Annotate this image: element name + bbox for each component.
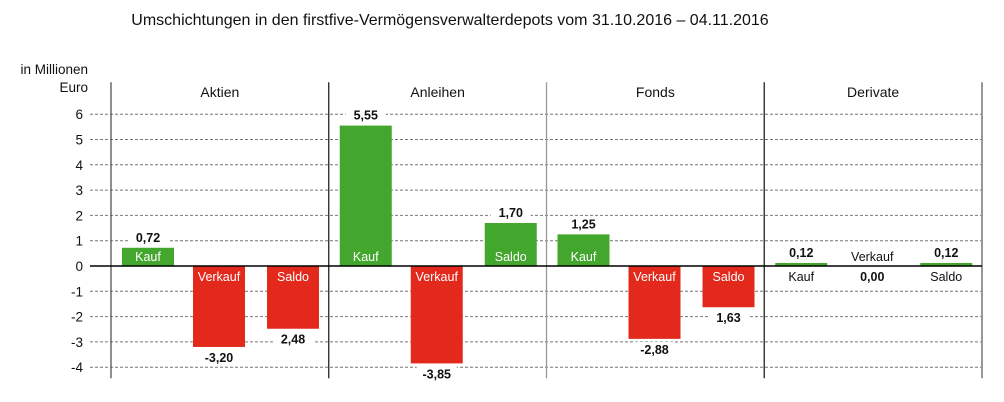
bar-category-label: Kauf	[788, 270, 814, 284]
bar-category-label: Saldo	[713, 270, 745, 284]
value-label-background	[128, 229, 168, 245]
value-label-background	[416, 366, 457, 382]
value-label-background	[273, 331, 313, 347]
bar-value-label: -3,85	[423, 367, 452, 381]
value-label-background	[852, 269, 893, 284]
y-axis-label-line-1: in Millionen	[20, 62, 88, 77]
bar-value-label: 5,55	[354, 109, 378, 123]
data-labels: Aktien Kauf 0,72 Verkauf -3,20 Saldo 2,48 Anlei…	[90, 84, 982, 382]
bar-anleihen-verkauf	[410, 266, 463, 364]
bar-category-label: Saldo	[930, 270, 962, 284]
bar-value-label: 2,48	[281, 333, 305, 347]
value-label-background	[199, 349, 239, 365]
value-label-background	[634, 341, 675, 357]
bar-anleihen-kauf	[339, 125, 392, 267]
bar-category-label: Kauf	[353, 250, 379, 264]
bar-category-label: Verkauf	[416, 270, 459, 284]
bar-category-label: Verkauf	[198, 270, 241, 284]
value-label-background	[490, 204, 531, 220]
bar-aktien-saldo	[267, 266, 319, 329]
bar-value-label: 0,12	[789, 246, 813, 260]
bar-fonds-saldo	[702, 266, 755, 308]
value-label-background	[345, 107, 386, 123]
y-tick-label: -1	[71, 284, 83, 299]
bar-category-label: Verkauf	[633, 270, 676, 284]
bar-aktien-verkauf	[193, 266, 245, 347]
bar-fonds-kauf	[557, 234, 610, 266]
bars	[122, 125, 973, 364]
value-label-background	[708, 310, 749, 326]
bar-value-label: 0,12	[934, 246, 958, 260]
y-tick-label: 0	[75, 259, 83, 274]
y-tick-label: -4	[71, 360, 83, 375]
bar-aktien-kauf	[122, 247, 174, 266]
group-label: Aktien	[200, 84, 239, 100]
bar-value-label: -3,20	[205, 351, 234, 365]
bar-value-label: 1,70	[499, 206, 523, 220]
group-label: Derivate	[847, 84, 899, 100]
value-label-background	[781, 244, 822, 260]
bar-derivate-saldo	[920, 262, 973, 266]
bar-category-label: Verkauf	[851, 250, 894, 264]
bar-value-label: 0,00	[860, 270, 884, 284]
y-tick-label: 2	[75, 208, 83, 223]
group-label: Fonds	[636, 84, 675, 100]
bar-category-label: Kauf	[135, 250, 161, 264]
bar-anleihen-saldo	[484, 222, 537, 266]
bar-value-label: 1,25	[571, 217, 595, 231]
bar-category-label: Kauf	[571, 250, 597, 264]
bar-fonds-verkauf	[628, 266, 681, 339]
y-tick-label: 6	[75, 107, 83, 122]
y-tick-label: 5	[75, 133, 83, 148]
y-tick-label: 4	[75, 158, 83, 173]
value-label-background	[563, 216, 604, 232]
bar-derivate-kauf	[775, 262, 828, 266]
y-tick-label: 1	[75, 234, 83, 249]
bar-category-label: Saldo	[277, 270, 309, 284]
y-axis-label-line-2: Euro	[59, 80, 88, 95]
bar-value-label: 0,72	[136, 231, 160, 245]
y-tick-label: 3	[75, 183, 83, 198]
y-tick-label: -3	[71, 335, 83, 350]
value-label-background	[926, 244, 967, 260]
bar-value-label: 1,63	[716, 311, 740, 325]
bar-value-label: -2,88	[640, 343, 669, 357]
group-dividers	[110, 82, 983, 379]
bar-category-label: Saldo	[495, 250, 527, 264]
y-axis-ticks: 6 5 4 3 2 1 0 -1 -2 -3 -4	[71, 107, 84, 375]
y-tick-label: -2	[71, 310, 83, 325]
chart-title: Umschichtungen in den firstfive-Vermögen…	[131, 12, 769, 29]
group-label: Anleihen	[410, 84, 465, 100]
